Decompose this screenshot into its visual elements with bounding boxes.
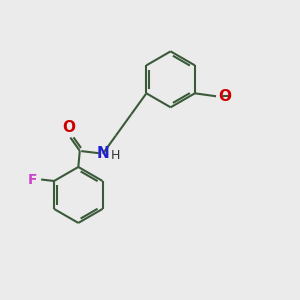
Text: H: H [111,149,120,162]
Text: O: O [218,89,231,104]
Text: O: O [62,120,75,135]
Text: F: F [28,172,37,187]
Text: N: N [96,146,109,161]
